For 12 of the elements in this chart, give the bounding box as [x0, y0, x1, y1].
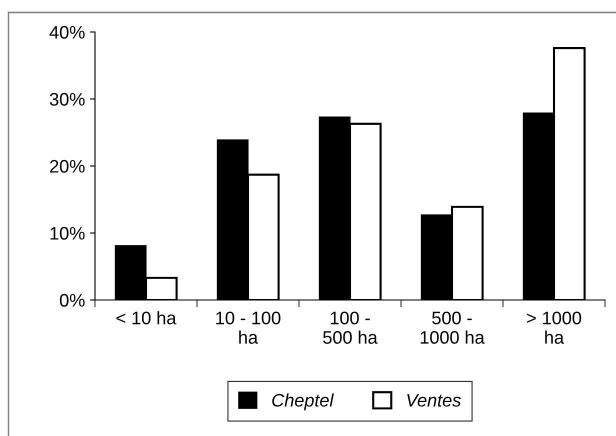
x-tick-label: 500 - 1000 ha — [420, 312, 485, 344]
y-tick-label: 40% — [50, 26, 85, 39]
y-tick-label: 20% — [50, 160, 85, 173]
legend-label: Cheptel — [272, 393, 334, 410]
legend-label: Ventes — [407, 394, 461, 407]
x-tick-label: 100 - 500 ha — [323, 312, 378, 344]
x-tick-label: < 10 ha — [116, 311, 176, 324]
x-tick-label: > 1000 ha — [527, 312, 582, 344]
y-tick-label: 30% — [50, 92, 85, 106]
x-tick-label: 10 - 100 ha — [216, 312, 280, 344]
y-tick-label: 10% — [50, 226, 85, 240]
y-tick-label: 0% — [60, 294, 85, 307]
